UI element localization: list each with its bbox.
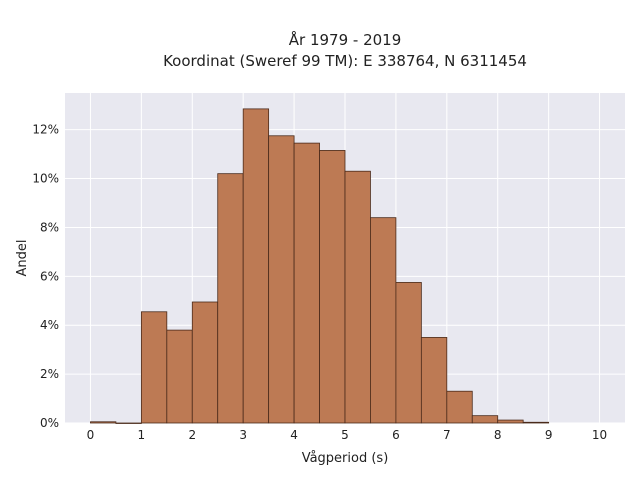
histogram-bar <box>191 301 219 424</box>
histogram-bar <box>344 170 371 424</box>
histogram-bar <box>395 282 422 424</box>
y-tick-label: 6% <box>40 269 59 283</box>
x-tick-label: 10 <box>592 428 607 442</box>
histogram-bar <box>140 311 168 424</box>
y-tick-label: 12% <box>32 123 59 137</box>
chart-title-line1: År 1979 - 2019 <box>289 30 402 49</box>
histogram-bar <box>497 419 524 424</box>
histogram-bar <box>293 142 320 424</box>
y-tick-label: 10% <box>32 172 59 186</box>
x-tick-label: 1 <box>138 428 146 442</box>
x-tick-label: 6 <box>392 428 400 442</box>
x-tick-label: 7 <box>443 428 451 442</box>
x-tick-label: 4 <box>290 428 298 442</box>
x-axis-label: Vågperiod (s) <box>302 451 389 466</box>
x-tick-label: 2 <box>188 428 196 442</box>
x-tick-label: 9 <box>545 428 553 442</box>
histogram-bar <box>319 150 346 424</box>
histogram-bar <box>242 108 270 424</box>
y-tick-label: 2% <box>40 367 59 381</box>
chart-title-line2: Koordinat (Sweref 99 TM): E 338764, N 63… <box>163 52 527 70</box>
x-tick-label: 3 <box>239 428 247 442</box>
y-tick-label: 4% <box>40 318 59 332</box>
x-tick-label: 5 <box>341 428 349 442</box>
y-axis-ticks: 0% 2% 4% 6% 8% 10% 12% <box>32 123 59 430</box>
histogram-bar <box>217 173 244 424</box>
x-axis-ticks: 0 1 2 3 4 5 6 7 8 9 10 <box>87 428 608 442</box>
y-tick-label: 0% <box>40 416 59 430</box>
histogram-bar <box>446 390 473 424</box>
histogram-bar <box>471 415 499 424</box>
histogram-bar <box>522 421 550 424</box>
histogram-bar <box>370 217 397 424</box>
histogram-bar <box>420 337 448 424</box>
histogram-bar <box>268 135 295 424</box>
x-tick-label: 0 <box>87 428 95 442</box>
bars <box>90 108 550 424</box>
histogram-bar <box>90 421 117 424</box>
y-tick-label: 8% <box>40 220 59 234</box>
y-axis-label: Andel <box>15 240 30 277</box>
histogram-bar <box>166 329 193 424</box>
histogram-bar <box>115 422 142 424</box>
x-tick-label: 8 <box>494 428 502 442</box>
